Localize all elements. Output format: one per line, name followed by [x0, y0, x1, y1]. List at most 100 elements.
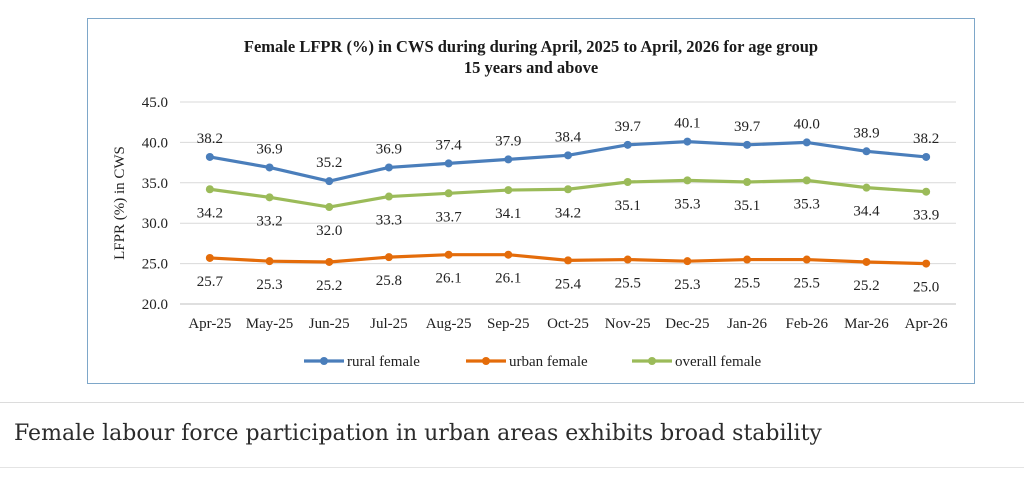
data-point	[743, 255, 752, 264]
x-tick-label: Jun-25	[309, 316, 350, 332]
data-point	[623, 177, 632, 186]
x-tick-label: Feb-26	[786, 316, 829, 332]
caption-text: Female labour force participation in urb…	[14, 421, 822, 446]
data-point	[743, 177, 752, 186]
x-tick-label: Oct-25	[547, 316, 589, 332]
data-point	[623, 140, 632, 149]
data-label: 25.2	[316, 278, 342, 294]
data-point	[564, 185, 572, 194]
data-point	[862, 147, 871, 156]
data-point	[205, 152, 214, 161]
data-point	[444, 250, 453, 259]
data-point	[504, 186, 513, 195]
data-point	[384, 192, 393, 201]
x-tick-label: Dec-25	[665, 316, 709, 332]
data-point	[862, 257, 871, 266]
data-label: 25.4	[555, 276, 582, 292]
data-label: 37.9	[495, 133, 521, 149]
x-tick-label: Aug-25	[426, 316, 472, 332]
data-label: 39.7	[734, 119, 761, 135]
legend-swatch-marker	[482, 357, 490, 365]
data-point	[265, 257, 274, 266]
data-label: 32.0	[316, 223, 342, 239]
data-point	[325, 203, 334, 212]
y-tick-label: 45.0	[142, 95, 168, 111]
data-label: 25.3	[674, 277, 700, 293]
data-label: 40.0	[794, 116, 820, 132]
data-point	[325, 177, 334, 186]
data-label: 35.2	[316, 155, 342, 171]
x-tick-label: Mar-26	[844, 316, 889, 332]
line-chart: 20.0 25.0 30.0 35.0 40.0 45.0 LFPR (%) in CWS A…	[112, 95, 956, 370]
data-label: 37.4	[435, 137, 462, 153]
x-tick-label: Jul-25	[370, 316, 408, 332]
data-label: 25.0	[913, 280, 939, 296]
data-point	[922, 152, 931, 161]
data-label: 25.3	[256, 277, 282, 293]
data-label: 25.2	[853, 278, 879, 294]
data-label: 25.5	[734, 276, 760, 292]
data-label: 25.7	[197, 274, 224, 290]
x-tick-label: Jan-26	[727, 316, 767, 332]
chart-title-line1: Female LFPR (%) in CWS during during Apr…	[243, 37, 819, 56]
data-point	[683, 137, 692, 146]
data-point	[802, 176, 811, 185]
data-point	[802, 138, 811, 147]
data-point	[922, 259, 931, 268]
data-label: 34.4	[853, 204, 880, 220]
caption-divider	[0, 467, 1024, 468]
legend-label: urban female	[509, 354, 588, 370]
data-label: 26.1	[435, 271, 461, 287]
data-point	[265, 163, 274, 172]
data-label: 33.3	[376, 213, 402, 229]
data-point	[743, 140, 752, 149]
data-label: 35.1	[615, 198, 641, 214]
legend-label: rural female	[347, 354, 420, 370]
data-label: 38.9	[853, 125, 879, 141]
y-tick-label: 40.0	[142, 135, 168, 151]
data-point	[384, 163, 393, 172]
data-point	[683, 176, 692, 185]
data-point	[922, 187, 931, 196]
y-tick-label: 35.0	[142, 176, 168, 192]
chart-title-line2: 15 years and above	[463, 58, 599, 77]
x-tick-label: May-25	[246, 316, 294, 332]
chart-title: Female LFPR (%) in CWS during during Apr…	[87, 36, 975, 78]
data-label: 33.7	[435, 209, 462, 225]
chart-frame	[87, 18, 975, 384]
data-label: 25.8	[376, 273, 402, 289]
data-point	[683, 257, 692, 266]
data-label: 36.9	[376, 141, 402, 157]
data-label: 39.7	[615, 119, 642, 135]
data-label: 33.2	[256, 213, 282, 229]
y-tick-label: 20.0	[142, 297, 168, 313]
data-label: 33.9	[913, 208, 939, 224]
data-label: 25.5	[794, 276, 820, 292]
data-point	[802, 255, 811, 264]
legend-label: overall female	[675, 354, 762, 370]
data-label: 26.1	[495, 271, 521, 287]
data-label: 35.3	[674, 196, 700, 212]
data-label: 25.5	[615, 276, 641, 292]
caption-box: Female labour force participation in urb…	[0, 402, 1024, 477]
data-label: 36.9	[256, 141, 282, 157]
x-tick-label: Apr-25	[188, 316, 231, 332]
data-label: 40.1	[674, 116, 700, 132]
data-label: 34.2	[197, 205, 223, 221]
data-point	[205, 185, 214, 194]
y-tick-label: 25.0	[142, 257, 168, 273]
data-point	[564, 151, 572, 160]
data-point	[444, 189, 453, 198]
y-axis-label: LFPR (%) in CWS	[112, 146, 128, 260]
data-point	[623, 255, 632, 264]
data-point	[444, 159, 453, 168]
data-point	[325, 257, 334, 266]
data-point	[205, 253, 214, 262]
x-tick-label: Apr-26	[905, 316, 949, 332]
data-point	[265, 193, 274, 202]
legend-swatch-marker	[320, 357, 328, 365]
data-label: 38.4	[555, 129, 582, 145]
data-point	[504, 155, 513, 164]
data-point	[862, 183, 871, 192]
data-point	[384, 253, 393, 262]
